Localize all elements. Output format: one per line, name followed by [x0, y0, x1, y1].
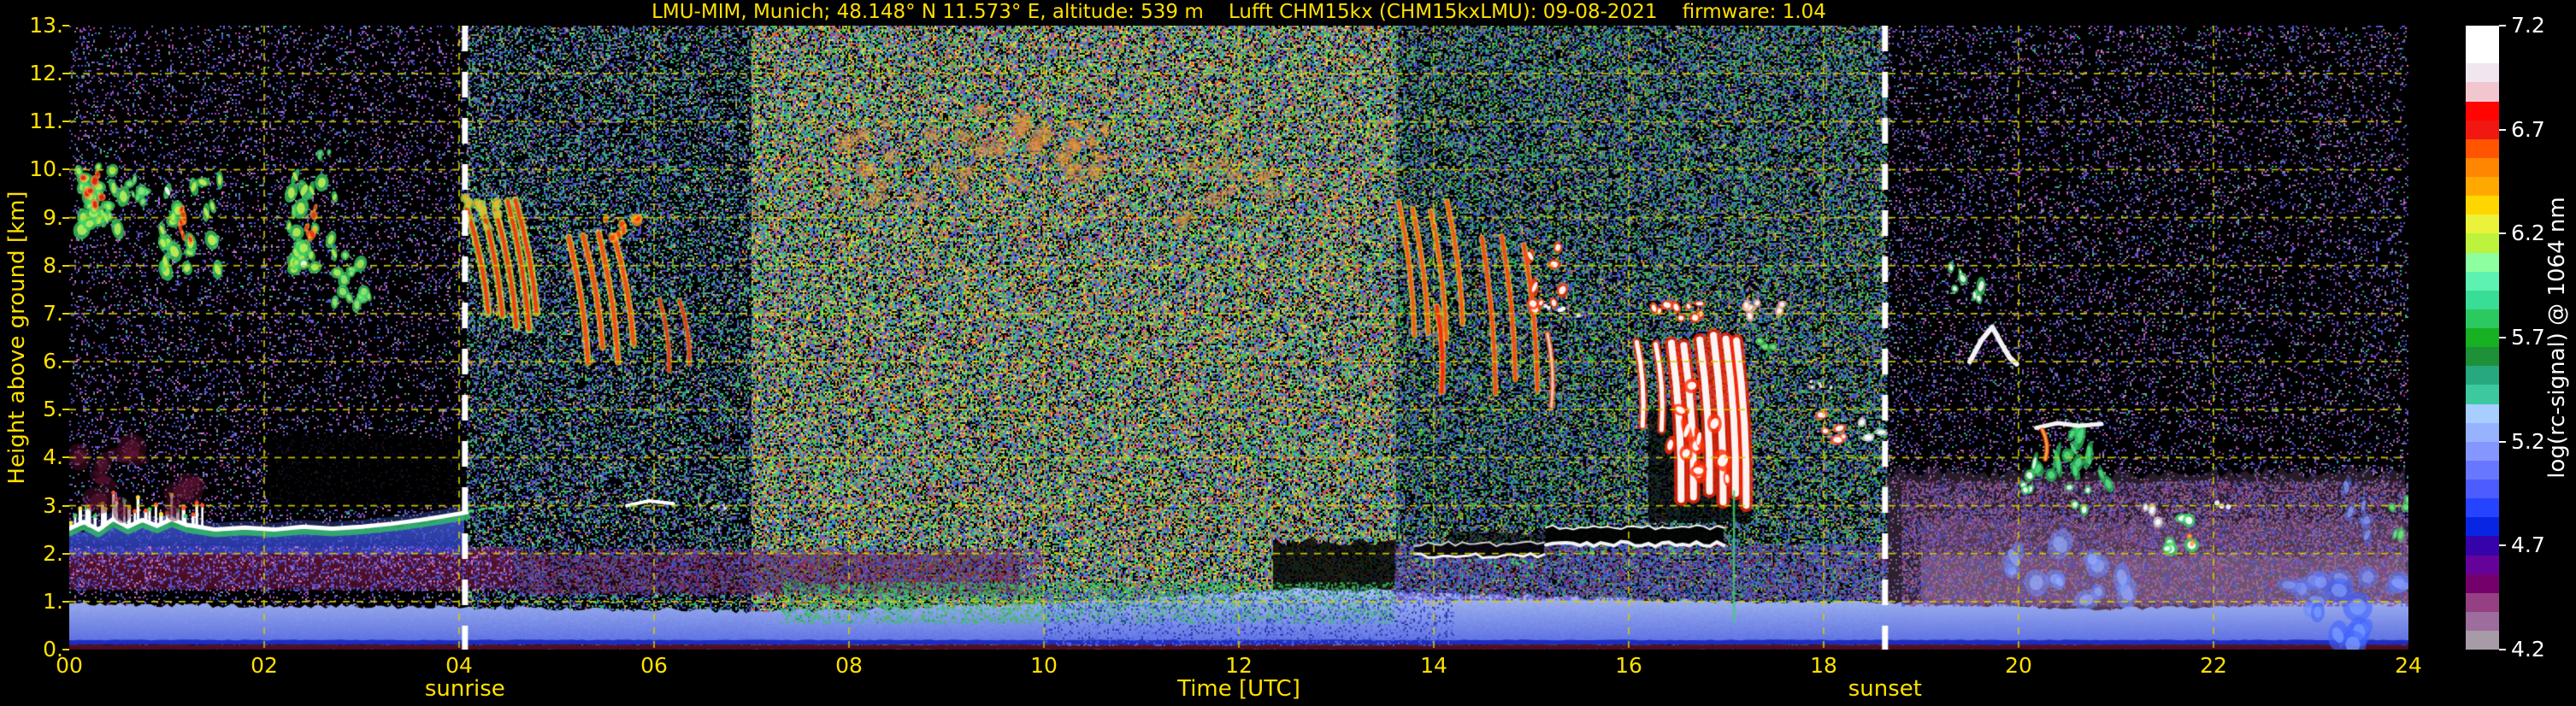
colorbar-segment — [2466, 479, 2499, 499]
sunrise-label: sunrise — [424, 676, 505, 702]
colorbar-tick-label: 4.2 — [2511, 637, 2545, 662]
colorbar-segment — [2466, 271, 2499, 291]
y-tick-label: 13. — [29, 13, 63, 38]
colorbar-segment — [2466, 574, 2499, 593]
colorbar-segment — [2466, 498, 2499, 518]
y-tick-mark — [62, 121, 69, 123]
y-tick-mark — [62, 168, 69, 171]
y-tick-mark — [62, 552, 69, 555]
colorbar-segment — [2466, 366, 2499, 385]
colorbar-segment — [2466, 422, 2499, 442]
colorbar-segment — [2466, 290, 2499, 309]
x-tick-label: 10 — [1030, 653, 1058, 678]
y-tick-label: 12. — [29, 61, 63, 86]
colorbar-segment — [2466, 441, 2499, 461]
y-tick-label: 9. — [43, 204, 63, 230]
colorbar-segment — [2466, 252, 2499, 272]
y-axis-label: Height above ground [km] — [4, 191, 30, 485]
y-tick-mark — [62, 25, 69, 26]
colorbar-tick-mark — [2499, 232, 2506, 235]
x-tick-label: 18 — [1810, 653, 1837, 678]
y-tick-mark — [62, 361, 69, 363]
colorbar-segment — [2466, 44, 2499, 64]
x-tick-label: 04 — [445, 653, 473, 678]
colorbar-tick-mark — [2499, 128, 2506, 131]
x-tick-label: 24 — [2395, 653, 2422, 678]
colorbar-segment — [2466, 555, 2499, 574]
colorbar-tick-mark — [2499, 544, 2506, 547]
y-tick-label: 7. — [43, 300, 63, 326]
colorbar-segment — [2466, 215, 2499, 234]
colorbar-segment — [2466, 385, 2499, 404]
x-axis-label: Time [UTC] — [1177, 676, 1300, 702]
colorbar-segment — [2466, 101, 2499, 121]
colorbar-tick-mark — [2499, 440, 2506, 443]
x-tick-label: 06 — [640, 653, 668, 678]
colorbar-segment — [2466, 157, 2499, 177]
y-tick-mark — [62, 216, 69, 219]
y-tick-mark — [62, 409, 69, 411]
y-tick-label: 8. — [43, 252, 63, 278]
colorbar-segment — [2466, 82, 2499, 102]
colorbar-tick-mark — [2499, 337, 2506, 338]
y-tick-label: 5. — [43, 397, 63, 422]
x-tick-label: 22 — [2200, 653, 2227, 678]
y-tick-mark — [62, 456, 69, 459]
y-tick-mark — [62, 600, 69, 603]
x-tick-label: 02 — [251, 653, 278, 678]
colorbar-label: log(rc-signal) @ 1064 nm — [2544, 197, 2570, 479]
colorbar-tick-label: 4.7 — [2511, 532, 2545, 558]
x-tick-label: 20 — [2005, 653, 2032, 678]
colorbar-segment — [2466, 309, 2499, 328]
y-tick-label: 11. — [29, 109, 63, 134]
colorbar-segment — [2466, 177, 2499, 197]
colorbar-segment — [2466, 120, 2499, 139]
y-tick-mark — [62, 73, 69, 75]
y-tick-label: 6. — [43, 349, 63, 374]
colorbar-segment — [2466, 517, 2499, 537]
colorbar-segment — [2466, 196, 2499, 215]
colorbar-segment — [2466, 26, 2499, 45]
colorbar-segment — [2466, 233, 2499, 253]
y-tick-mark — [62, 649, 69, 650]
plot-canvas — [69, 26, 2408, 650]
y-tick-label: 0. — [43, 637, 63, 662]
y-tick-mark — [62, 504, 69, 507]
colorbar-tick-mark — [2499, 25, 2506, 26]
colorbar — [2466, 26, 2499, 650]
colorbar-segment — [2466, 403, 2499, 423]
colorbar-segment — [2466, 631, 2499, 650]
x-tick-label: 14 — [1420, 653, 1447, 678]
colorbar-segment — [2466, 347, 2499, 367]
colorbar-tick-label: 6.7 — [2511, 116, 2545, 142]
x-tick-label: 00 — [56, 653, 83, 678]
colorbar-tick-mark — [2499, 649, 2506, 650]
y-tick-mark — [62, 312, 69, 315]
colorbar-segment — [2466, 460, 2499, 479]
sunset-label: sunset — [1848, 676, 1922, 702]
colorbar-segment — [2466, 536, 2499, 556]
y-tick-label: 3. — [43, 492, 63, 518]
colorbar-segment — [2466, 592, 2499, 612]
y-tick-label: 1. — [43, 588, 63, 614]
x-tick-label: 08 — [835, 653, 863, 678]
y-tick-label: 10. — [29, 156, 63, 182]
colorbar-segment — [2466, 328, 2499, 348]
colorbar-tick-label: 5.7 — [2511, 325, 2545, 350]
y-tick-label: 4. — [43, 444, 63, 470]
x-tick-label: 12 — [1225, 653, 1253, 678]
colorbar-segment — [2466, 63, 2499, 83]
x-tick-label: 16 — [1615, 653, 1642, 678]
plot-title: LMU-MIM, Munich; 48.148° N 11.573° E, al… — [651, 1, 1826, 23]
colorbar-segment — [2466, 611, 2499, 631]
y-tick-mark — [62, 264, 69, 267]
colorbar-tick-label: 5.2 — [2511, 428, 2545, 454]
colorbar-tick-label: 7.2 — [2511, 13, 2545, 38]
colorbar-tick-label: 6.2 — [2511, 221, 2545, 246]
y-tick-label: 2. — [43, 540, 63, 566]
colorbar-segment — [2466, 138, 2499, 158]
